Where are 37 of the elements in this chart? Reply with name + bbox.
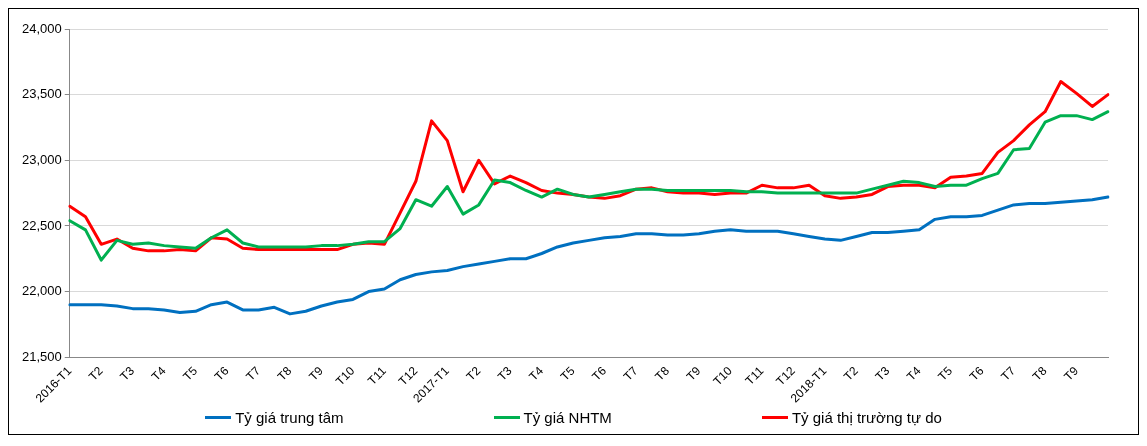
x-tick-label: T2 bbox=[85, 363, 106, 384]
x-tick-label: T4 bbox=[148, 363, 169, 384]
x-tick-label: T4 bbox=[526, 363, 547, 384]
y-tick-label: 21,500 bbox=[22, 348, 62, 364]
x-tick-label: T7 bbox=[620, 363, 641, 384]
y-tick-label: 23,500 bbox=[22, 86, 62, 102]
x-tick-label: T7 bbox=[998, 363, 1019, 384]
x-tick-label: T6 bbox=[211, 363, 232, 384]
x-tick-label: T4 bbox=[903, 363, 924, 384]
x-tick-label: T8 bbox=[652, 363, 673, 384]
x-tick-label: T10 bbox=[710, 363, 736, 389]
x-tick-label: T8 bbox=[274, 363, 295, 384]
x-tick-label: T5 bbox=[180, 363, 201, 384]
x-tick-label: T9 bbox=[1061, 363, 1082, 384]
x-tick-label: T6 bbox=[589, 363, 610, 384]
x-tick-label: T2 bbox=[463, 363, 484, 384]
x-tick-label: T10 bbox=[332, 363, 358, 389]
x-tick-label: T9 bbox=[306, 363, 327, 384]
y-tick-label: 22,000 bbox=[22, 283, 62, 299]
x-tick-label: T8 bbox=[1029, 363, 1050, 384]
y-tick-label: 23,000 bbox=[22, 151, 62, 167]
x-tick-label: T2 bbox=[840, 363, 861, 384]
x-tick-label: T5 bbox=[935, 363, 956, 384]
legend-label: Tỷ giá thị trường tự do bbox=[791, 409, 942, 426]
y-tick-label: 24,000 bbox=[22, 20, 62, 36]
x-tick-label: T11 bbox=[742, 363, 767, 388]
x-tick-label: T3 bbox=[872, 363, 893, 384]
x-tick-label: T3 bbox=[117, 363, 138, 384]
x-tick-label: T5 bbox=[557, 363, 578, 384]
y-tick-label: 22,500 bbox=[22, 217, 62, 233]
x-tick-label: T11 bbox=[364, 363, 390, 388]
x-tick-label: T3 bbox=[494, 363, 515, 384]
x-tick-label: T7 bbox=[243, 363, 264, 384]
x-tick-label: T6 bbox=[966, 363, 987, 384]
legend-label: Tỷ giá NHTM bbox=[523, 409, 612, 426]
x-tick-label: T9 bbox=[683, 363, 704, 384]
legend-label: Tỷ giá trung tâm bbox=[235, 409, 344, 426]
